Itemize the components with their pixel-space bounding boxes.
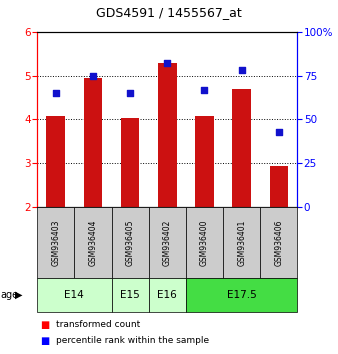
Bar	[37, 207, 74, 278]
Text: GSM936406: GSM936406	[274, 219, 283, 266]
Bar	[112, 278, 149, 312]
Text: GSM936403: GSM936403	[51, 219, 60, 266]
Bar	[186, 278, 297, 312]
Bar	[158, 63, 176, 207]
Text: GSM936404: GSM936404	[89, 219, 97, 266]
Text: GSM936401: GSM936401	[237, 219, 246, 266]
Bar	[260, 207, 297, 278]
Text: E17.5: E17.5	[227, 290, 257, 300]
Bar	[195, 116, 214, 207]
Text: percentile rank within the sample: percentile rank within the sample	[56, 336, 209, 346]
Text: E15: E15	[120, 290, 140, 300]
Text: E16: E16	[158, 290, 177, 300]
Bar	[121, 118, 139, 207]
Bar	[149, 207, 186, 278]
Point	[53, 90, 58, 96]
Bar	[232, 89, 251, 207]
Point	[276, 129, 282, 135]
Point	[165, 61, 170, 66]
Text: ▶: ▶	[15, 290, 23, 300]
Bar	[37, 278, 112, 312]
Text: transformed count: transformed count	[56, 320, 140, 329]
Text: age: age	[1, 290, 19, 300]
Bar	[149, 278, 186, 312]
Point	[239, 68, 244, 73]
Text: GSM936402: GSM936402	[163, 219, 172, 266]
Text: ■: ■	[41, 336, 50, 346]
Point	[127, 90, 133, 96]
Text: GDS4591 / 1455567_at: GDS4591 / 1455567_at	[96, 6, 242, 19]
Bar	[186, 207, 223, 278]
Bar	[223, 207, 260, 278]
Text: E14: E14	[65, 290, 84, 300]
Bar	[47, 116, 65, 207]
Point	[90, 73, 96, 79]
Point	[202, 87, 207, 92]
Bar	[83, 78, 102, 207]
Text: ■: ■	[41, 320, 50, 330]
Bar	[112, 207, 149, 278]
Bar	[74, 207, 112, 278]
Bar	[269, 166, 288, 207]
Text: GSM936400: GSM936400	[200, 219, 209, 266]
Text: GSM936405: GSM936405	[126, 219, 135, 266]
